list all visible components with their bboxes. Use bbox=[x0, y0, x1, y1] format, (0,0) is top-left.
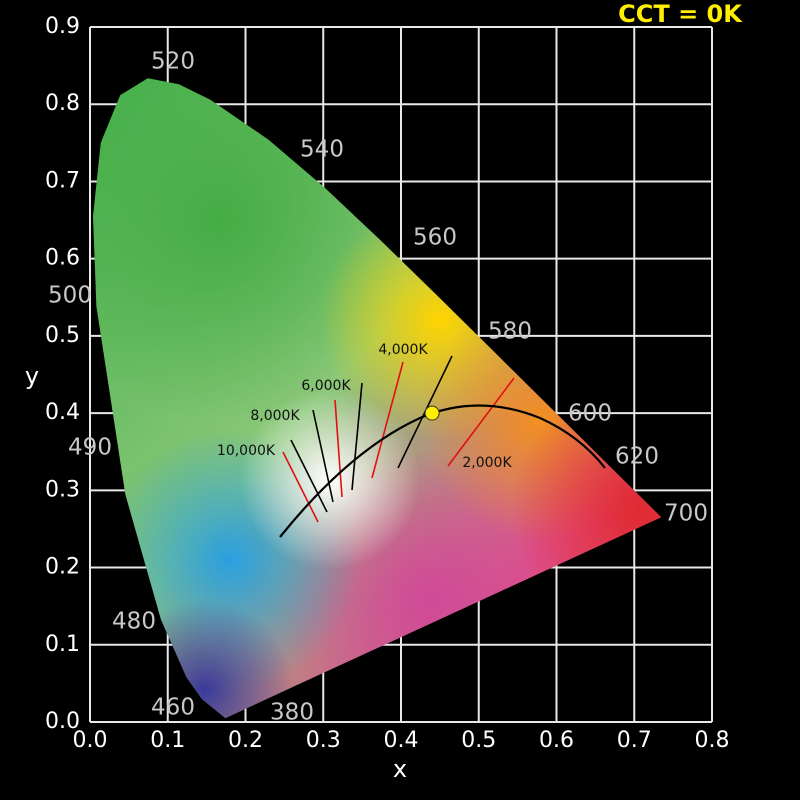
isotherm-label: 8,000K bbox=[250, 408, 300, 424]
wavelength-label: 540 bbox=[300, 137, 344, 163]
isotherm-label: 6,000K bbox=[301, 378, 351, 394]
y-tick-label: 0.3 bbox=[45, 477, 80, 502]
x-axis-label: x bbox=[393, 755, 407, 783]
x-tick-label: 0.5 bbox=[461, 728, 496, 753]
x-tick-label: 0.3 bbox=[306, 728, 341, 753]
wavelength-label: 620 bbox=[615, 444, 659, 470]
planckian-locus bbox=[279, 404, 606, 538]
y-tick-label: 0.2 bbox=[45, 555, 80, 580]
wavelength-label: 500 bbox=[48, 283, 92, 309]
wavelength-label: 600 bbox=[568, 401, 612, 427]
wavelength-label: 700 bbox=[664, 501, 708, 527]
isotherm-label: 2,000K bbox=[462, 455, 512, 471]
x-tick-label: 0.2 bbox=[228, 728, 263, 753]
wavelength-label: 380 bbox=[270, 700, 314, 726]
y-tick-label: 0.4 bbox=[45, 400, 80, 425]
y-axis-label: y bbox=[25, 362, 39, 390]
isotherm-label: 10,000K bbox=[217, 443, 276, 459]
wavelength-label: 560 bbox=[413, 225, 457, 251]
x-tick-label: 0.1 bbox=[150, 728, 185, 753]
x-tick-label: 0.4 bbox=[384, 728, 419, 753]
y-tick-label: 0.9 bbox=[45, 14, 80, 39]
wavelength-label: 480 bbox=[112, 609, 156, 635]
x-tick-label: 0.0 bbox=[73, 728, 108, 753]
point bbox=[424, 405, 440, 421]
wavelength-label: 520 bbox=[151, 49, 195, 75]
x-tick-label: 0.7 bbox=[617, 728, 652, 753]
x-tick-label: 0.6 bbox=[539, 728, 574, 753]
y-tick-label: 0.1 bbox=[45, 632, 80, 657]
wavelength-label: 580 bbox=[488, 319, 532, 345]
y-tick-label: 0.0 bbox=[45, 709, 80, 734]
wavelength-label: 490 bbox=[68, 435, 112, 461]
y-tick-label: 0.8 bbox=[45, 91, 80, 116]
isotherm-label: 4,000K bbox=[378, 342, 428, 358]
y-tick-label: 0.7 bbox=[45, 168, 80, 193]
isotherm-lines bbox=[282, 355, 515, 523]
chart-title: CCT = 0K bbox=[618, 0, 743, 28]
labels: 0.0 0.1 0.2 0.3 0.4 0.5 0.6 0.7 0.8 0.0 0.1 0.2 0.3 0… bbox=[45, 14, 730, 753]
y-tick-label: 0.6 bbox=[45, 246, 80, 271]
y-tick-label: 0.5 bbox=[45, 323, 80, 348]
wavelength-label: 460 bbox=[151, 695, 195, 721]
x-tick-label: 0.8 bbox=[695, 728, 730, 753]
